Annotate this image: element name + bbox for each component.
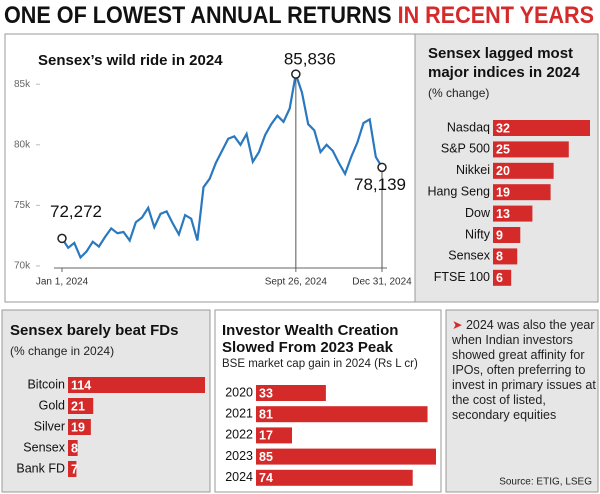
bar bbox=[493, 227, 521, 243]
data-label: 32 bbox=[496, 121, 510, 135]
category-label: 2023 bbox=[225, 449, 253, 463]
data-label: 8 bbox=[496, 250, 503, 264]
line-series bbox=[61, 73, 383, 260]
bar bbox=[493, 120, 590, 136]
category-label: Nikkei bbox=[456, 163, 490, 177]
bar bbox=[493, 269, 512, 286]
category-label: Nifty bbox=[465, 227, 491, 241]
chart-title: Sensex barely beat FDs bbox=[10, 322, 179, 339]
data-label: 25 bbox=[496, 143, 510, 157]
x-tick-label: Dec 31, 2024 bbox=[352, 277, 412, 288]
chart-subtitle: BSE market cap gain in 2024 (Rs L cr) bbox=[222, 358, 418, 370]
x-tick-label: Jan 1, 2024 bbox=[36, 277, 89, 288]
data-label: 19 bbox=[496, 185, 510, 199]
category-label: FTSE 100 bbox=[434, 270, 490, 284]
data-label: 74 bbox=[259, 471, 273, 485]
chart-title: Sensex’s wild ride in 2024 bbox=[38, 52, 223, 69]
category-label: S&P 500 bbox=[441, 142, 490, 156]
panel bbox=[1, 309, 211, 493]
data-label: 9 bbox=[496, 228, 503, 242]
headline-dark: ONE OF LOWEST ANNUAL RETURNS bbox=[4, 2, 392, 29]
data-label: 33 bbox=[259, 386, 273, 400]
bar bbox=[68, 398, 94, 414]
chart-title: Sensex lagged most major indices in 2024 bbox=[428, 45, 580, 81]
bar bbox=[256, 427, 292, 444]
category-label: Sensex bbox=[448, 249, 490, 263]
data-label: 6 bbox=[496, 271, 503, 285]
bar bbox=[493, 162, 554, 179]
note: ➤ 2024 was also the year when Indian inv… bbox=[452, 318, 596, 423]
headline-red: IN RECENT YEARS bbox=[398, 2, 594, 29]
category-label: 2024 bbox=[225, 470, 253, 484]
data-label: 114 bbox=[71, 378, 91, 392]
category-label: 2022 bbox=[225, 428, 253, 442]
panel bbox=[445, 309, 599, 493]
bar bbox=[68, 419, 91, 435]
data-label: 20 bbox=[496, 164, 510, 178]
bar bbox=[68, 461, 77, 477]
data-label: 78,139 bbox=[354, 175, 406, 194]
data-label: 17 bbox=[259, 429, 273, 443]
bar bbox=[256, 406, 428, 423]
category-label: Dow bbox=[465, 206, 491, 220]
chart-subtitle: (% change in 2024) bbox=[10, 344, 115, 358]
y-tick-label: 85k bbox=[14, 79, 31, 90]
data-label: 85,836 bbox=[284, 50, 336, 69]
headline: ONE OF LOWEST ANNUAL RETURNS IN RECENT Y… bbox=[4, 2, 594, 29]
category-label: Gold bbox=[39, 398, 65, 412]
bar bbox=[493, 248, 518, 265]
bar bbox=[493, 205, 533, 222]
point-marker bbox=[291, 69, 301, 79]
y-tick-label: 80k bbox=[14, 139, 31, 150]
bar bbox=[68, 377, 205, 393]
category-label: 2020 bbox=[225, 385, 253, 399]
note-text: 2024 was also the year when Indian inves… bbox=[452, 318, 596, 422]
data-label: 8 bbox=[71, 441, 78, 455]
category-label: Nasdaq bbox=[447, 120, 490, 134]
point-marker bbox=[57, 233, 67, 244]
point-marker bbox=[377, 162, 387, 173]
data-label: 13 bbox=[496, 207, 510, 221]
category-label: Sensex bbox=[23, 440, 65, 454]
panel bbox=[4, 33, 416, 303]
bullet: ➤ bbox=[452, 318, 466, 332]
chart-subtitle: (% change) bbox=[428, 86, 490, 100]
bar bbox=[256, 448, 436, 465]
data-label: 21 bbox=[71, 399, 85, 413]
y-tick-label: 75k bbox=[14, 200, 31, 211]
bar bbox=[493, 141, 569, 158]
data-label: 7 bbox=[71, 462, 78, 476]
data-label: 19 bbox=[71, 420, 85, 434]
category-label: Hang Seng bbox=[427, 184, 490, 198]
source: Source: ETIG, LSEG bbox=[499, 477, 592, 488]
category-label: 2021 bbox=[225, 406, 253, 420]
x-tick-label: Sept 26, 2024 bbox=[265, 277, 328, 288]
category-label: Bitcoin bbox=[27, 377, 65, 391]
y-tick-label: 70k bbox=[14, 261, 31, 272]
bar bbox=[493, 184, 551, 201]
data-label: 85 bbox=[259, 450, 273, 464]
category-label: Bank FD bbox=[16, 461, 65, 475]
category-label: Silver bbox=[34, 419, 65, 433]
data-label: 72,272 bbox=[50, 202, 102, 221]
bar bbox=[256, 469, 413, 486]
chart-title: Investor Wealth Creation Slowed From 202… bbox=[222, 322, 399, 356]
bar bbox=[68, 440, 78, 456]
bar bbox=[256, 385, 326, 401]
data-label: 81 bbox=[259, 407, 273, 421]
